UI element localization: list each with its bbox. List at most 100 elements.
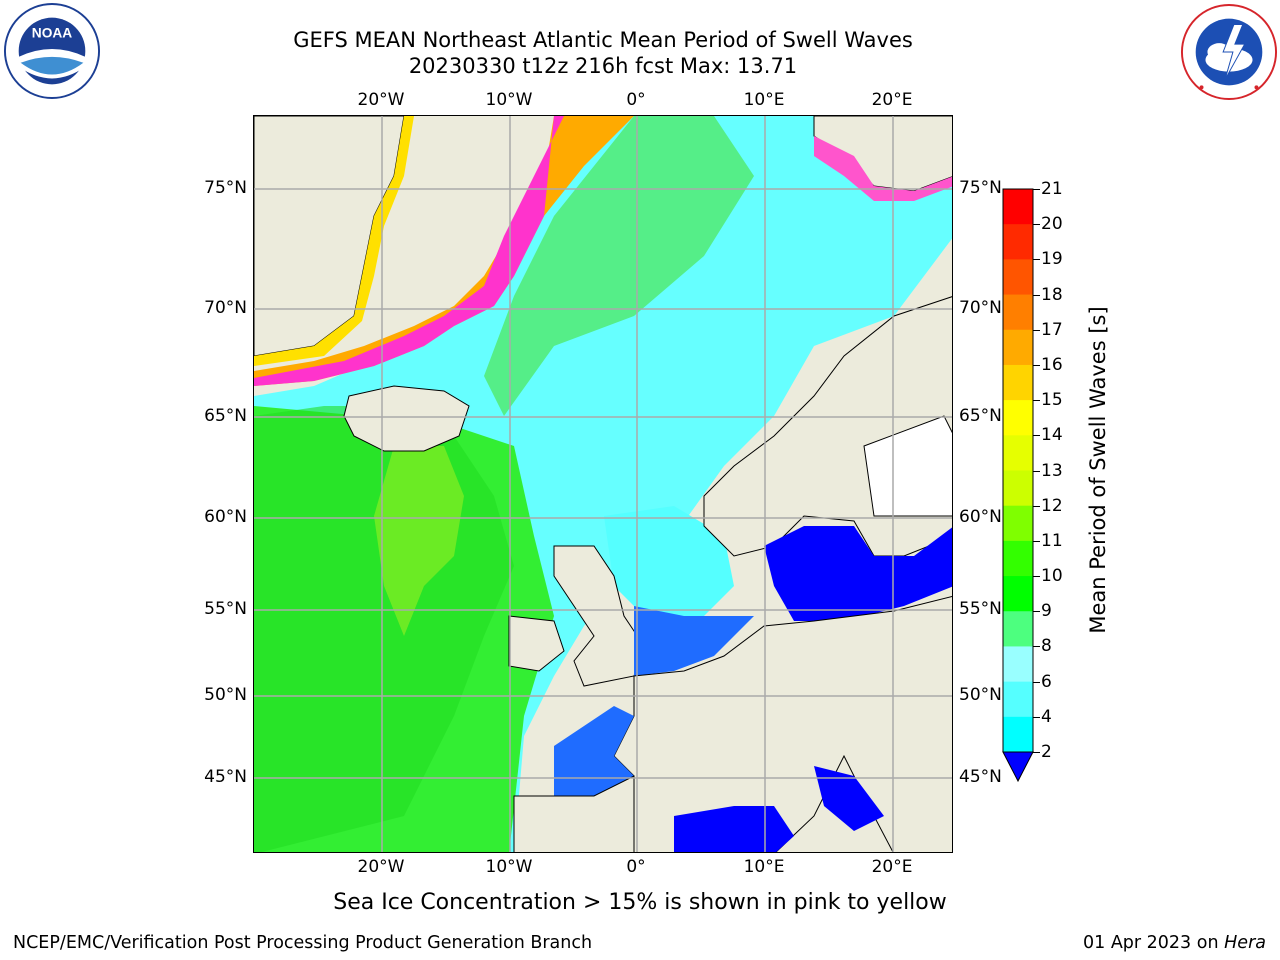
adriatic-sea [814, 766, 884, 831]
colorbar-tick-label: 17 [1041, 319, 1063, 340]
map-title-line2: 20230330 t12z 216h fcst Max: 13.71 [408, 54, 798, 78]
lat-label-right: 45°N [959, 767, 1002, 787]
lon-label-top: 0° [626, 90, 646, 110]
ireland [508, 615, 565, 672]
colorbar-tick-mark [1033, 611, 1040, 613]
colorbar-segment [1003, 294, 1033, 331]
lon-label-bottom: 10°W [485, 857, 533, 877]
lat-label-left: 65°N [204, 406, 247, 426]
svg-text:NOAA: NOAA [32, 25, 72, 40]
lat-label-right: 55°N [959, 599, 1002, 619]
iceland [343, 385, 470, 452]
colorbar [1002, 188, 1034, 783]
lat-label-right: 60°N [959, 507, 1002, 527]
colorbar-tick-mark [1033, 400, 1040, 402]
colorbar-tick-mark [1033, 752, 1040, 753]
colorbar-tick-label: 11 [1041, 530, 1063, 551]
great-britain [553, 545, 645, 687]
colorbar-tick-label: 16 [1041, 354, 1063, 375]
colorbar-tick-mark [1033, 329, 1040, 331]
colorbar-tick-mark [1033, 576, 1040, 578]
lat-label-right: 70°N [959, 298, 1002, 318]
map-title-line1: GEFS MEAN Northeast Atlantic Mean Period… [293, 28, 913, 52]
lat-label-left: 75°N [204, 178, 247, 198]
colorbar-tick-label: 2 [1041, 742, 1052, 762]
colorbar-segment [1003, 400, 1033, 436]
colorbar-segment [1003, 716, 1033, 753]
colorbar-tick-label: 9 [1041, 601, 1052, 622]
lat-label-left: 45°N [204, 767, 247, 787]
lat-label-left: 70°N [204, 298, 247, 318]
colorbar-segment [1003, 364, 1033, 401]
lat-label-left: 55°N [204, 599, 247, 619]
colorbar-segment [1003, 224, 1033, 260]
colorbar-segment [1003, 681, 1033, 718]
footer-date: 01 Apr 2023 on Hera [1083, 933, 1266, 953]
colorbar-tick-label: 14 [1041, 425, 1063, 446]
footer-credit: NCEP/EMC/Verification Post Processing Pr… [13, 933, 593, 953]
footer-host: Hera [1224, 933, 1266, 953]
colorbar-tick-label: 8 [1041, 636, 1052, 657]
colorbar-tick-mark [1033, 540, 1040, 542]
nws-logo [1180, 3, 1278, 101]
lon-label-bottom: 10°E [743, 857, 785, 877]
colorbar-segments [1003, 189, 1033, 753]
lon-label-top: 20°W [357, 90, 405, 110]
colorbar-tick-label: 10 [1041, 566, 1063, 587]
lat-label-right: 65°N [959, 406, 1002, 426]
colorbar-tick-label: 6 [1041, 671, 1052, 692]
colorbar-tick-mark [1033, 681, 1040, 683]
lat-label-right: 75°N [959, 178, 1002, 198]
baltic-sea [764, 526, 952, 621]
lon-label-bottom: 0° [626, 857, 646, 877]
colorbar-extend-triangle [1002, 751, 1034, 783]
colorbar-segment [1003, 611, 1033, 647]
colorbar-tick-mark [1033, 364, 1040, 366]
colorbar-segment [1003, 435, 1033, 471]
colorbar-segment [1003, 540, 1033, 577]
mediterranean-sea [674, 806, 794, 852]
colorbar-tick-label: 12 [1041, 495, 1063, 516]
colorbar-segment [1003, 189, 1033, 225]
colorbar-segment [1003, 576, 1033, 612]
lat-label-left: 50°N [204, 685, 247, 705]
swell-period-map [254, 116, 952, 852]
colorbar-tick-mark [1033, 470, 1040, 472]
colorbar-tick-mark [1033, 435, 1040, 437]
lat-label-right: 50°N [959, 685, 1002, 705]
colorbar-tick-mark [1033, 224, 1040, 226]
colorbar-tick-mark [1033, 646, 1040, 648]
colorbar-tick-mark [1033, 189, 1040, 190]
colorbar-tick-mark [1033, 294, 1040, 296]
finland-ice [863, 415, 952, 517]
colorbar-segment [1003, 646, 1033, 683]
lon-label-bottom: 20°E [871, 857, 913, 877]
map-panel [253, 115, 953, 853]
sea-ice-edge-pink [254, 116, 564, 386]
colorbar-tick-label: 20 [1041, 214, 1063, 235]
lon-label-top: 10°W [485, 90, 533, 110]
sea-ice-svalbard [814, 136, 952, 201]
colorbar-tick-label: 15 [1041, 390, 1063, 411]
ocean-field-greenish-center [374, 446, 464, 636]
colorbar-segment [1003, 329, 1033, 366]
colorbar-segment [1003, 259, 1033, 296]
lon-label-bottom: 20°W [357, 857, 405, 877]
channel-blue [634, 606, 754, 676]
colorbar-segment [1003, 470, 1033, 507]
colorbar-tick-label: 19 [1041, 249, 1063, 270]
colorbar-tick-label: 13 [1041, 460, 1063, 481]
lon-label-top: 10°E [743, 90, 785, 110]
colorbar-tick-mark [1033, 505, 1040, 507]
lon-label-top: 20°E [871, 90, 913, 110]
graticule [254, 116, 952, 852]
map-caption: Sea Ice Concentration > 15% is shown in … [333, 890, 947, 915]
colorbar-label: Mean Period of Swell Waves [s] [1086, 306, 1110, 634]
iberian-peninsula [513, 775, 635, 852]
colorbar-tick-label: 18 [1041, 284, 1063, 305]
lat-label-left: 60°N [204, 507, 247, 527]
noaa-logo: NOAA [3, 2, 101, 100]
colorbar-tick-mark [1033, 259, 1040, 261]
colorbar-tick-mark [1033, 716, 1040, 718]
ocean-field-arctic-green [484, 116, 754, 416]
